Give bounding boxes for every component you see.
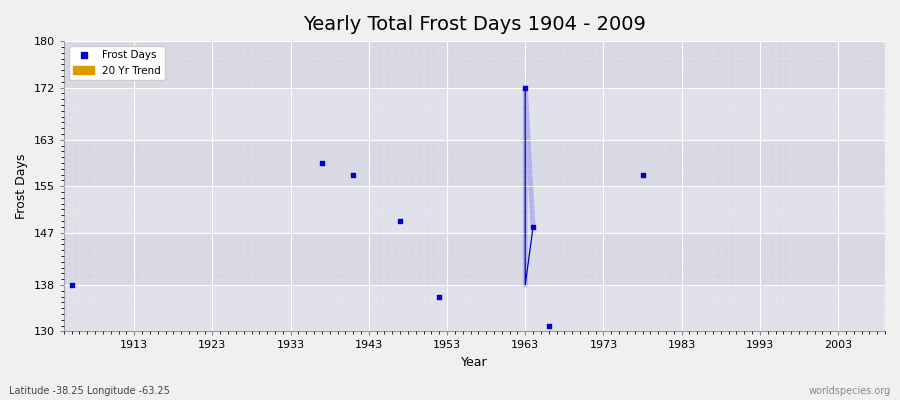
Point bbox=[518, 84, 533, 91]
Point bbox=[65, 282, 79, 288]
Y-axis label: Frost Days: Frost Days bbox=[15, 154, 28, 219]
Bar bbox=[64, 41, 885, 88]
Title: Yearly Total Frost Days 1904 - 2009: Yearly Total Frost Days 1904 - 2009 bbox=[303, 15, 646, 34]
Point bbox=[315, 160, 329, 166]
Bar bbox=[64, 140, 885, 186]
Text: Latitude -38.25 Longitude -63.25: Latitude -38.25 Longitude -63.25 bbox=[9, 386, 170, 396]
Bar bbox=[64, 88, 885, 140]
Text: worldspecies.org: worldspecies.org bbox=[809, 386, 891, 396]
Point bbox=[635, 172, 650, 178]
Legend: Frost Days, 20 Yr Trend: Frost Days, 20 Yr Trend bbox=[69, 46, 166, 80]
Bar bbox=[64, 233, 885, 285]
Bar bbox=[64, 186, 885, 233]
Bar bbox=[64, 285, 885, 332]
Point bbox=[393, 218, 408, 224]
X-axis label: Year: Year bbox=[461, 356, 488, 369]
Point bbox=[542, 322, 556, 329]
Point bbox=[432, 293, 446, 300]
Point bbox=[346, 172, 360, 178]
Point bbox=[526, 224, 540, 230]
